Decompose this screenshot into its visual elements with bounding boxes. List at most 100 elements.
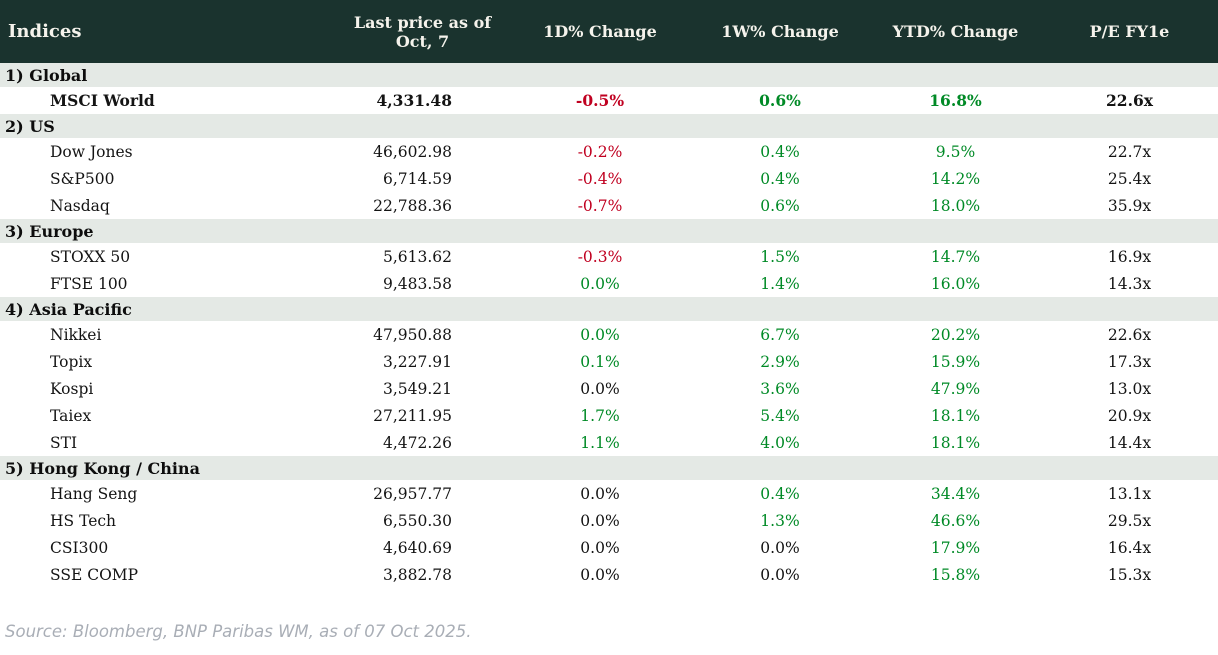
change-cell: 14.2% xyxy=(930,169,981,188)
pe-value: 22.7x xyxy=(1107,142,1152,161)
change-cell: -0.2% xyxy=(577,142,623,161)
change-cell: -0.5% xyxy=(575,91,625,110)
pe-value: 14.4x xyxy=(1107,433,1152,452)
last-price: 27,211.95 xyxy=(373,406,452,425)
last-price: 3,882.78 xyxy=(382,565,452,584)
table-row: FTSE 100 9,483.58 0.0% 1.4% 16.0% 14.3x xyxy=(0,270,1218,297)
table-row: MSCI World 4,331.48 -0.5% 0.6% 16.8% 22.… xyxy=(0,87,1218,114)
pe-value: 13.0x xyxy=(1107,379,1152,398)
index-name: S&P500 xyxy=(50,169,115,188)
pe-value: 13.1x xyxy=(1107,484,1152,503)
change-cell: 46.6% xyxy=(930,511,981,530)
index-name: HS Tech xyxy=(50,511,117,530)
pe-value: 20.9x xyxy=(1107,406,1152,425)
table-row: Topix 3,227.91 0.1% 2.9% 15.9% 17.3x xyxy=(0,348,1218,375)
change-cell: 47.9% xyxy=(930,379,981,398)
change-cell: 0.6% xyxy=(759,91,801,110)
table-row: Hang Seng 26,957.77 0.0% 0.4% 34.4% 13.1… xyxy=(0,480,1218,507)
change-cell: 34.4% xyxy=(930,484,981,503)
index-name: CSI300 xyxy=(50,538,109,557)
change-cell: 4.0% xyxy=(760,433,800,452)
table-row: Nikkei 47,950.88 0.0% 6.7% 20.2% 22.6x xyxy=(0,321,1218,348)
section-row: 1) Global xyxy=(0,63,1218,87)
change-cell: 18.1% xyxy=(930,433,981,452)
table-row: Nasdaq 22,788.36 -0.7% 0.6% 18.0% 35.9x xyxy=(0,192,1218,219)
index-name: Dow Jones xyxy=(50,142,133,161)
change-cell: -0.3% xyxy=(577,247,623,266)
change-cell: 0.4% xyxy=(760,484,800,503)
change-cell: 20.2% xyxy=(930,325,981,344)
change-cell: 1.1% xyxy=(580,433,620,452)
last-price: 5,613.62 xyxy=(382,247,452,266)
index-name: FTSE 100 xyxy=(50,274,128,293)
change-cell: 6.7% xyxy=(760,325,800,344)
change-cell: 14.7% xyxy=(930,247,981,266)
change-cell: 0.0% xyxy=(580,565,620,584)
change-cell: -0.4% xyxy=(577,169,623,188)
index-name: Kospi xyxy=(50,379,94,398)
index-name: MSCI World xyxy=(50,91,155,110)
change-cell: 0.0% xyxy=(580,511,620,530)
column-header-ytd-change: YTD% Change xyxy=(892,22,1019,41)
last-price: 46,602.98 xyxy=(373,142,452,161)
index-name: STOXX 50 xyxy=(50,247,131,266)
change-cell: 3.6% xyxy=(760,379,800,398)
pe-value: 22.6x xyxy=(1107,325,1152,344)
column-header-1w-change: 1W% Change xyxy=(721,22,839,41)
table-row: Kospi 3,549.21 0.0% 3.6% 47.9% 13.0x xyxy=(0,375,1218,402)
table-row: STI 4,472.26 1.1% 4.0% 18.1% 14.4x xyxy=(0,429,1218,456)
change-cell: 1.5% xyxy=(760,247,800,266)
table-title: Indices xyxy=(8,21,82,42)
section-label: 5) Hong Kong / China xyxy=(5,458,200,478)
change-cell: 0.0% xyxy=(580,484,620,503)
pe-value: 15.3x xyxy=(1107,565,1152,584)
table-body: 1) Global MSCI World 4,331.48 -0.5% 0.6%… xyxy=(0,63,1218,588)
index-name: Taiex xyxy=(50,406,92,425)
pe-value: 16.4x xyxy=(1107,538,1152,557)
table-row: HS Tech 6,550.30 0.0% 1.3% 46.6% 29.5x xyxy=(0,507,1218,534)
last-price: 3,549.21 xyxy=(382,379,452,398)
section-label: 4) Asia Pacific xyxy=(5,299,132,319)
change-cell: 15.9% xyxy=(930,352,981,371)
column-header-last-price: Last price as of Oct, 7 xyxy=(353,12,492,51)
last-price: 6,714.59 xyxy=(382,169,452,188)
table-row: CSI300 4,640.69 0.0% 0.0% 17.9% 16.4x xyxy=(0,534,1218,561)
last-price: 3,227.91 xyxy=(382,352,452,371)
change-cell: 1.3% xyxy=(760,511,800,530)
column-header-pe: P/E FY1e xyxy=(1089,22,1170,41)
pe-value: 35.9x xyxy=(1107,196,1152,215)
index-name: Nasdaq xyxy=(50,196,110,215)
change-cell: 2.9% xyxy=(760,352,800,371)
last-price: 26,957.77 xyxy=(373,484,452,503)
pe-value: 17.3x xyxy=(1107,352,1152,371)
change-cell: 16.8% xyxy=(929,91,982,110)
section-row: 3) Europe xyxy=(0,219,1218,243)
index-name: Nikkei xyxy=(50,325,102,344)
change-cell: 0.0% xyxy=(580,325,620,344)
indices-table: Indices Last price as of Oct, 7 1D% Chan… xyxy=(0,0,1218,588)
last-price: 4,472.26 xyxy=(382,433,452,452)
last-price: 4,331.48 xyxy=(376,91,452,110)
index-name: STI xyxy=(50,433,78,452)
table-row: Taiex 27,211.95 1.7% 5.4% 18.1% 20.9x xyxy=(0,402,1218,429)
index-name: Topix xyxy=(50,352,93,371)
change-cell: 17.9% xyxy=(930,538,981,557)
change-cell: 0.1% xyxy=(580,352,620,371)
table-row: STOXX 50 5,613.62 -0.3% 1.5% 14.7% 16.9x xyxy=(0,243,1218,270)
source-note: Source: Bloomberg, BNP Paribas WM, as of… xyxy=(5,622,472,641)
section-row: 4) Asia Pacific xyxy=(0,297,1218,321)
change-cell: 18.1% xyxy=(930,406,981,425)
change-cell: 15.8% xyxy=(930,565,981,584)
change-cell: 1.7% xyxy=(580,406,620,425)
last-price: 22,788.36 xyxy=(373,196,452,215)
change-cell: 0.6% xyxy=(760,196,800,215)
change-cell: 9.5% xyxy=(935,142,976,161)
table-row: SSE COMP 3,882.78 0.0% 0.0% 15.8% 15.3x xyxy=(0,561,1218,588)
pe-value: 22.6x xyxy=(1106,91,1153,110)
change-cell: 0.4% xyxy=(760,169,800,188)
change-cell: -0.7% xyxy=(577,196,623,215)
section-row: 2) US xyxy=(0,114,1218,138)
section-row: 5) Hong Kong / China xyxy=(0,456,1218,480)
change-cell: 0.0% xyxy=(760,565,800,584)
section-label: 3) Europe xyxy=(5,221,94,241)
